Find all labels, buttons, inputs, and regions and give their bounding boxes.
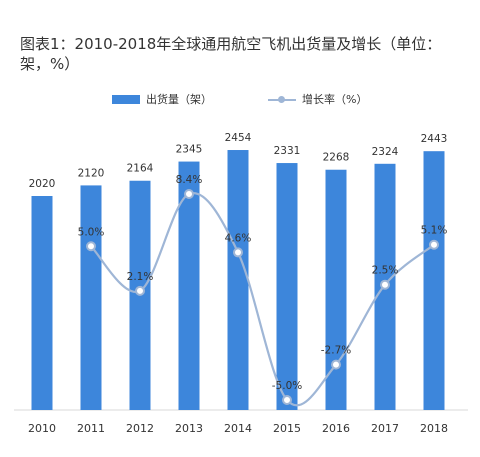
bar-2014	[227, 150, 249, 410]
x-tick-2010: 2010	[28, 422, 56, 435]
growth-label-2016: -2.7%	[321, 345, 351, 357]
bar-value-label-2013: 2345	[176, 144, 203, 156]
legend: 出货量（架） 增长率（%）	[0, 91, 480, 107]
bar-2018	[423, 151, 445, 410]
bar-value-label-2015: 2331	[274, 145, 301, 157]
growth-label-2018: 5.1%	[421, 225, 448, 237]
growth-point-2018	[429, 239, 439, 250]
growth-point-2015	[282, 395, 292, 405]
legend-label-shipments: 出货量（架）	[146, 93, 212, 106]
x-tick-2013: 2013	[175, 422, 203, 435]
x-tick-2011: 2011	[77, 422, 105, 435]
bar-2010	[31, 196, 53, 410]
bar-value-label-2018: 2443	[421, 133, 448, 145]
growth-point-2016	[331, 359, 341, 370]
x-tick-2012: 2012	[126, 422, 154, 435]
bar-2015	[276, 163, 298, 410]
x-tick-2017: 2017	[371, 422, 399, 435]
bar-value-label-2016: 2268	[323, 152, 350, 164]
bar-2011	[80, 185, 102, 410]
growth-label-2017: 2.5%	[372, 265, 399, 277]
growth-label-2015: -5.0%	[272, 380, 302, 392]
growth-label-2012: 2.1%	[127, 271, 154, 283]
bar-value-label-2014: 2454	[225, 132, 252, 144]
chart-title: 图表1：2010-2018年全球通用航空飞机出货量及增长（单位：架，%）	[20, 35, 442, 73]
bar-2013	[178, 161, 200, 410]
growth-rate-line	[90, 192, 435, 407]
growth-label-2011: 5.0%	[78, 226, 105, 238]
legend-item-shipments: 出货量（架）	[112, 91, 212, 107]
growth-label-2014: 4.6%	[225, 232, 252, 244]
growth-point-2011	[86, 241, 96, 252]
x-tick-2014: 2014	[224, 422, 252, 435]
legend-bar-swatch	[112, 94, 140, 104]
legend-item-growth: 增长率（%）	[268, 91, 367, 107]
legend-line-swatch	[268, 95, 296, 104]
growth-point-2017	[380, 279, 390, 290]
bar-value-label-2012: 2164	[127, 163, 154, 175]
growth-point-2013	[184, 189, 194, 199]
growth-label-2013: 8.4%	[176, 174, 203, 186]
bar-2016	[325, 169, 347, 410]
legend-label-growth: 增长率（%）	[302, 93, 368, 106]
x-tick-2016: 2016	[322, 422, 350, 435]
growth-point-2014	[233, 247, 243, 258]
bar-value-label-2017: 2324	[372, 146, 399, 158]
bar-value-label-2010: 2020	[29, 178, 56, 190]
x-tick-2015: 2015	[273, 422, 301, 435]
bar-value-label-2011: 2120	[78, 167, 105, 179]
growth-point-2012	[135, 285, 145, 296]
x-tick-2018: 2018	[420, 422, 448, 435]
